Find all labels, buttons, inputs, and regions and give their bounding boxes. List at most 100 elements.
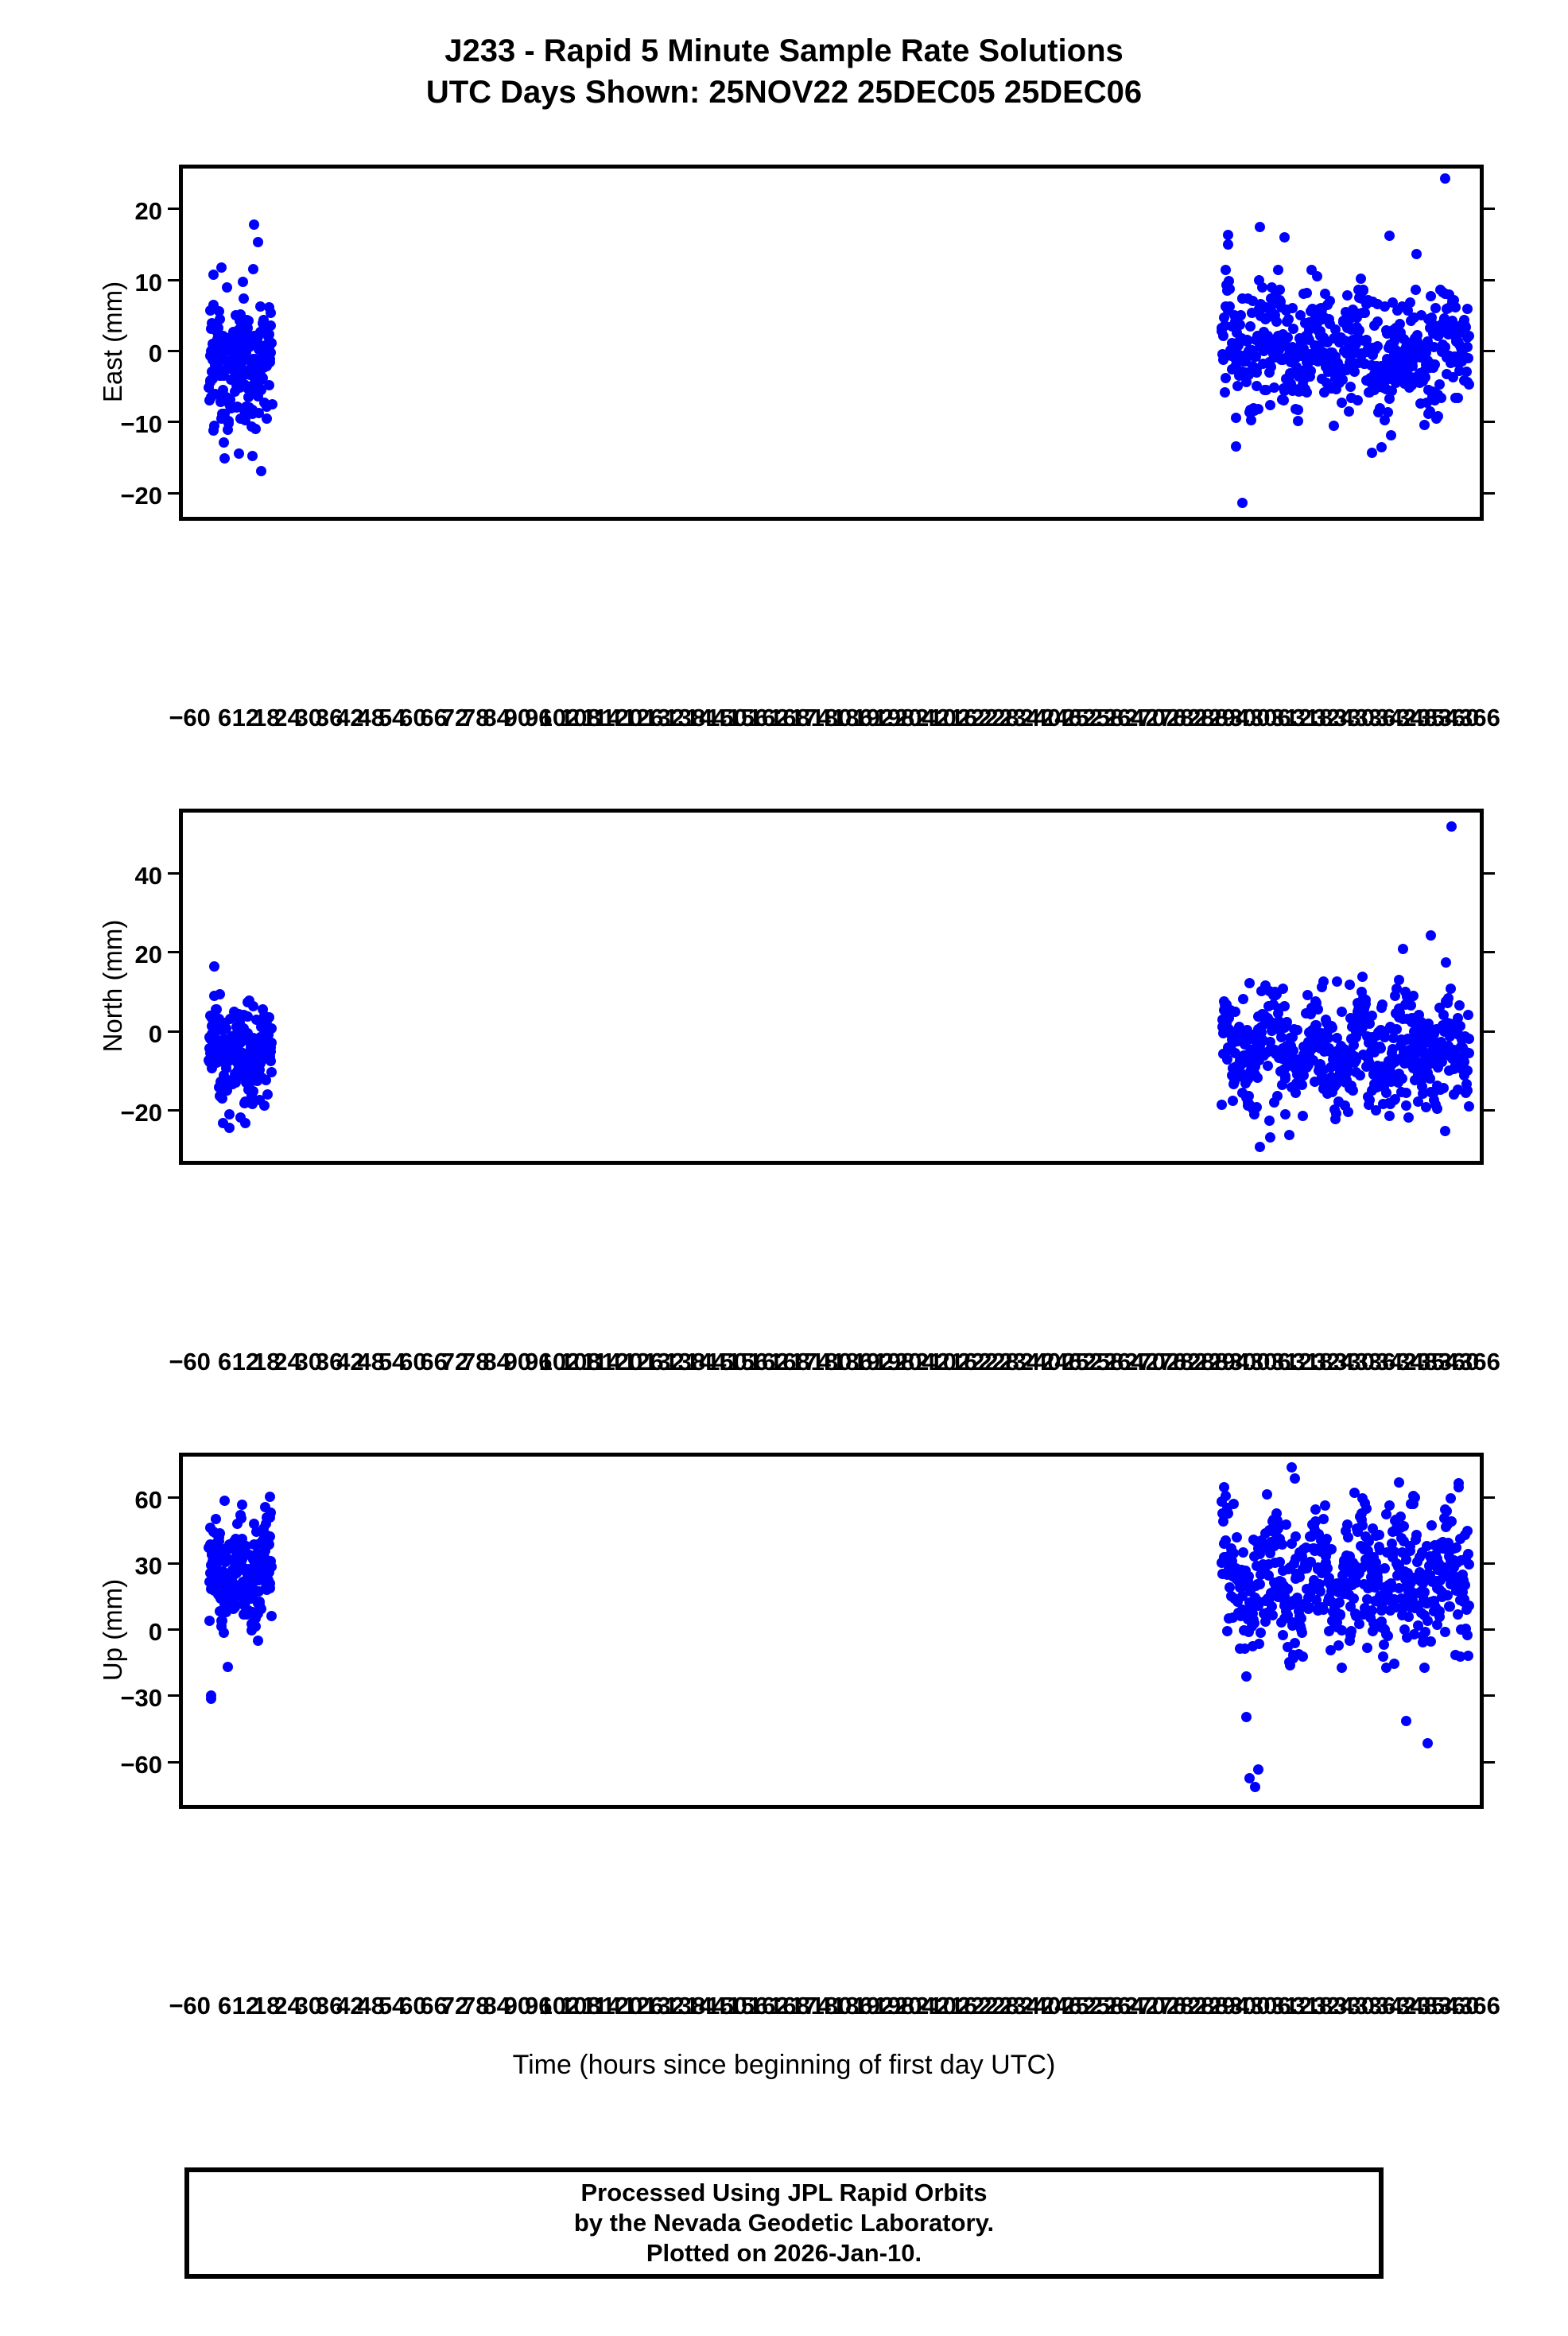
data-point	[1439, 173, 1450, 184]
x-tick-label: 6	[217, 704, 232, 731]
plot-panel-up: Up (mm) −60 −30 0 30 60	[98, 1453, 1495, 1809]
data-point	[1419, 1627, 1430, 1638]
data-point	[1373, 1529, 1384, 1540]
data-point	[1464, 379, 1475, 390]
data-point	[266, 1022, 277, 1034]
y-tick-label: −30	[120, 1684, 162, 1713]
data-point	[1220, 387, 1231, 398]
data-point	[255, 466, 266, 477]
data-point	[1268, 382, 1279, 394]
y-tick	[168, 1030, 183, 1033]
data-point	[1283, 314, 1294, 325]
data-point	[1462, 341, 1473, 352]
data-point	[1290, 1473, 1301, 1484]
data-point	[1440, 957, 1451, 968]
data-point	[1246, 415, 1257, 426]
data-point	[1236, 309, 1247, 320]
data-point	[1454, 1481, 1465, 1492]
y-tick	[168, 1628, 183, 1632]
data-point	[1380, 1562, 1391, 1574]
y-tick	[168, 1694, 183, 1698]
data-point	[1461, 1525, 1473, 1536]
data-point	[262, 1089, 274, 1100]
data-point	[1438, 1083, 1449, 1094]
data-point	[1411, 284, 1422, 295]
y-tick	[168, 349, 183, 352]
y-tick	[1480, 1694, 1495, 1698]
y-tick	[1480, 278, 1495, 281]
data-point	[1401, 1100, 1412, 1111]
data-point	[1397, 1073, 1408, 1084]
data-point	[1426, 1519, 1437, 1531]
data-point	[1463, 1549, 1474, 1560]
data-point	[1279, 1001, 1290, 1012]
data-point	[1435, 392, 1446, 403]
y-tick-label: 0	[148, 1618, 162, 1647]
data-point	[1322, 1562, 1333, 1574]
data-point	[214, 314, 225, 325]
data-point	[1337, 374, 1349, 385]
data-point	[1228, 1096, 1239, 1107]
y-tick-label: −20	[120, 1099, 162, 1127]
data-point	[1237, 497, 1248, 508]
data-point	[264, 1531, 275, 1542]
x-tick-label: 366	[1459, 1348, 1500, 1376]
data-point	[1376, 999, 1388, 1010]
data-point	[266, 347, 277, 359]
x-axis-title: Time (hours since beginning of first day…	[512, 2050, 1056, 2080]
data-point	[266, 1561, 278, 1572]
data-point	[1384, 1500, 1395, 1511]
data-point	[1262, 1488, 1273, 1500]
data-point	[264, 1491, 275, 1502]
data-point	[214, 1528, 225, 1539]
data-point	[1278, 395, 1289, 406]
data-point	[1223, 239, 1234, 250]
data-point	[266, 1067, 278, 1078]
data-point	[211, 1513, 222, 1524]
data-point	[1287, 302, 1298, 313]
data-point	[1242, 334, 1253, 345]
data-point	[1253, 1638, 1264, 1649]
data-point	[1291, 1024, 1302, 1035]
data-point	[1241, 1671, 1252, 1682]
data-point	[1394, 1477, 1405, 1488]
data-point	[1223, 1508, 1234, 1519]
y-tick-label: 30	[134, 1552, 162, 1581]
data-point	[1237, 993, 1248, 1004]
data-point	[263, 380, 274, 391]
data-point	[1439, 1126, 1450, 1137]
data-point	[1329, 421, 1340, 432]
data-point	[1362, 1643, 1373, 1654]
data-point	[219, 1628, 230, 1639]
data-point	[1356, 971, 1368, 982]
data-point	[238, 293, 249, 305]
y-tick-label: −10	[120, 410, 162, 439]
data-point	[1432, 1103, 1443, 1114]
data-point	[1461, 366, 1472, 377]
data-point	[1404, 297, 1415, 308]
data-point	[1279, 385, 1290, 396]
data-point	[261, 413, 272, 424]
data-point	[1342, 1106, 1353, 1117]
data-point	[1221, 373, 1232, 384]
plot-panel-east: East (mm) −20 −10 0 10 20	[98, 165, 1495, 521]
y-tick	[168, 871, 183, 875]
data-point	[1283, 1129, 1294, 1140]
data-point	[255, 301, 266, 312]
data-point	[250, 1621, 261, 1632]
data-point	[1228, 1499, 1240, 1510]
data-point	[1446, 1516, 1457, 1527]
data-point	[1366, 448, 1377, 459]
data-point	[1425, 1636, 1436, 1647]
data-point	[1425, 291, 1436, 302]
data-point	[1375, 1042, 1386, 1054]
data-point	[1290, 1531, 1301, 1542]
data-point	[206, 1694, 217, 1705]
data-point	[1245, 321, 1256, 332]
data-point	[1400, 1088, 1411, 1099]
data-point	[266, 1037, 277, 1048]
data-point	[1312, 271, 1323, 282]
y-tick	[1480, 1496, 1495, 1499]
data-point	[1217, 1100, 1228, 1111]
data-point	[1391, 1023, 1402, 1034]
